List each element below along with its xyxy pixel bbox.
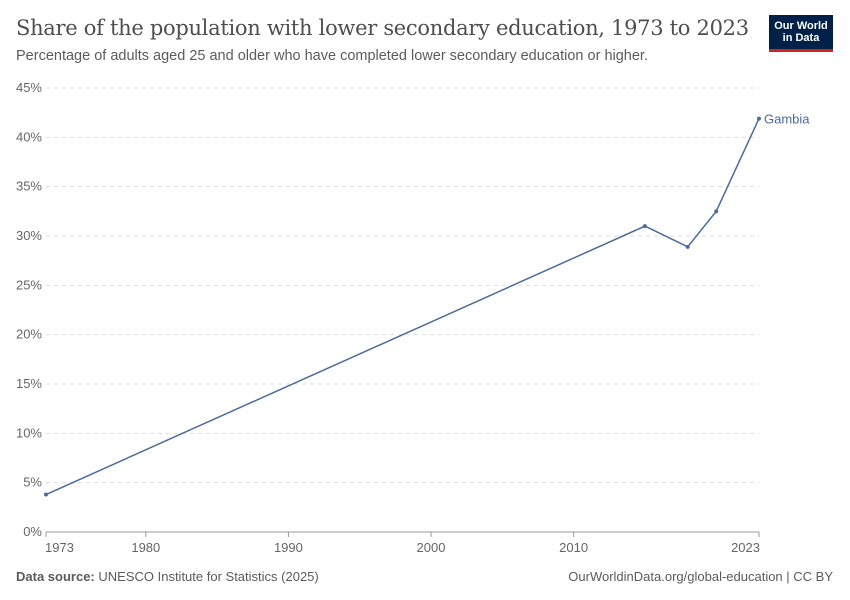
x-tick-label: 1973: [45, 540, 74, 555]
y-tick-label: 35%: [16, 179, 42, 194]
y-tick-label: 0%: [23, 524, 42, 539]
y-tick-label: 25%: [16, 277, 42, 292]
series-label: Gambia: [764, 112, 810, 127]
data-point: [714, 209, 719, 214]
data-point: [685, 244, 690, 249]
y-tick-label: 5%: [23, 475, 42, 490]
logo-line1: Our World: [774, 20, 828, 32]
data-point: [642, 224, 647, 229]
data-source: Data source: UNESCO Institute for Statis…: [16, 569, 319, 584]
x-tick-label: 1990: [274, 540, 303, 555]
series-line-gambia: [45, 118, 760, 496]
data-point: [44, 492, 48, 497]
owid-logo[interactable]: Our World in Data: [769, 15, 833, 52]
footer-url[interactable]: OurWorldinData.org/global-education | CC…: [568, 569, 833, 584]
chart-title: Share of the population with lower secon…: [16, 16, 749, 40]
y-tick-label: 15%: [16, 376, 42, 391]
x-tick-label: 1980: [131, 540, 160, 555]
y-tick-label: 10%: [16, 425, 42, 440]
y-tick-label: 45%: [16, 80, 42, 95]
source-text[interactable]: UNESCO Institute for Statistics (2025): [98, 569, 319, 584]
x-tick-label: 2010: [559, 540, 588, 555]
x-tick-label: 2000: [417, 540, 446, 555]
chart-subtitle: Percentage of adults aged 25 and older w…: [16, 48, 648, 64]
source-label: Data source:: [16, 569, 95, 584]
logo-line2: in Data: [782, 32, 820, 44]
y-tick-label: 40%: [16, 129, 42, 144]
y-tick-label: 30%: [16, 228, 42, 243]
x-tick-label: 2023: [731, 540, 760, 555]
data-point: [757, 116, 761, 121]
y-tick-label: 20%: [16, 327, 42, 342]
